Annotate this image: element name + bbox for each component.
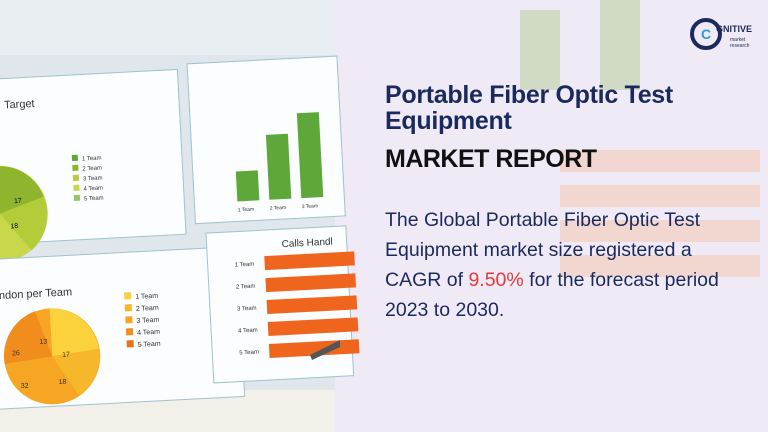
legend-swatch — [73, 184, 80, 192]
report-title: Portable Fiber Optic Test Equipment — [385, 81, 673, 135]
pie-label: 13 — [39, 339, 47, 346]
legend-label: 5 Team — [138, 341, 161, 349]
logo-line: research — [730, 43, 750, 49]
logo-initial: C — [701, 26, 711, 42]
axis-label: 1 Team — [238, 207, 255, 214]
pie-label: 26 — [12, 350, 20, 357]
legend-label: 1 Team — [135, 293, 158, 301]
pie-label: 17 — [62, 351, 70, 358]
faded-chart — [520, 0, 760, 277]
legend-label: 4 Team — [137, 329, 160, 337]
legend-swatch — [126, 340, 134, 348]
report-description: The Global Portable Fiber Optic Test Equ… — [385, 205, 750, 325]
logo-ring — [690, 18, 722, 50]
pie-label: 17 — [14, 198, 22, 205]
pen — [310, 340, 340, 360]
panel-title: Target — [4, 98, 35, 112]
axis-label: 3 Team — [302, 203, 319, 210]
axis-label: 5 Team — [239, 350, 259, 357]
photo-bar — [296, 112, 324, 199]
desc-text: The Global Portable Fiber Optic Test Equ… — [385, 209, 701, 291]
photo-bar — [235, 170, 260, 202]
legend-swatch — [71, 154, 79, 162]
pie-slice — [0, 196, 48, 251]
legend-label: 2 Team — [82, 165, 102, 172]
axis-label: 3 Team — [237, 306, 257, 313]
pie-slice — [49, 308, 99, 357]
axis-label: 1 Team — [235, 262, 255, 269]
axis-label: 4 Team — [238, 328, 258, 335]
cagr-value: 9.50% — [468, 269, 524, 291]
legend-label: 1 Team — [82, 156, 102, 163]
panel-title: Calls Handl — [281, 237, 333, 251]
pie-label: 18 — [10, 223, 18, 230]
photo-bar — [265, 273, 357, 293]
axis-label: 2 Team — [236, 284, 256, 291]
pie-slice — [0, 165, 44, 214]
legend-swatch — [124, 304, 132, 312]
pie-label: 32 — [21, 383, 29, 390]
legend-label: 2 Team — [136, 305, 159, 313]
photo-bar — [264, 251, 355, 271]
legend-swatch — [72, 164, 79, 172]
legend-label: 5 Team — [84, 195, 104, 202]
legend-swatch — [73, 194, 81, 201]
legend-label: 3 Team — [83, 175, 103, 182]
logo-line: market — [730, 37, 746, 43]
photo-bar — [266, 295, 358, 315]
legend-swatch — [72, 174, 80, 182]
panel-title: ndon per Team — [0, 286, 72, 302]
photo-bar — [265, 133, 292, 200]
photo: Target 17 18 1 Team 2 Team 3 Team 4 Team 5 T… — [0, 55, 360, 411]
pie-slice — [3, 311, 53, 364]
legend-swatch — [123, 292, 132, 300]
logo: C GNITIVE market research — [690, 18, 752, 50]
legend-swatch — [125, 316, 133, 324]
legend-label: 4 Team — [83, 185, 103, 192]
legend-label: 3 Team — [136, 317, 159, 325]
pie-slice — [52, 348, 100, 396]
desc-text: for the forecast period 2023 to 2030. — [385, 269, 719, 321]
report-subtitle: MARKET REPORT — [385, 145, 597, 173]
photo-bar — [267, 317, 359, 337]
pie-label: 18 — [58, 379, 66, 386]
logo-name: GNITIVE — [716, 24, 752, 34]
axis-label: 2 Team — [270, 205, 287, 212]
legend-swatch — [125, 328, 134, 336]
right-bg — [335, 0, 768, 432]
